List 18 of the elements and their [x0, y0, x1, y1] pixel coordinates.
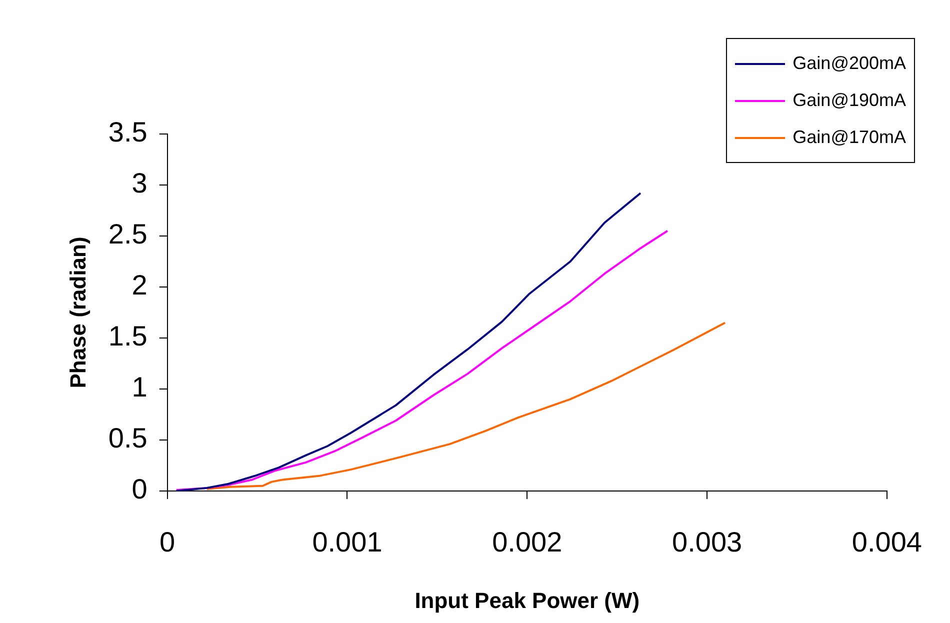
x-axis-title: Input Peak Power (W) — [414, 588, 640, 613]
legend-label: Gain@190mA — [792, 90, 906, 111]
y-tick-label: 2 — [132, 270, 148, 301]
y-tick-label: 3 — [132, 168, 148, 199]
y-tick-label: 0 — [132, 474, 148, 505]
x-tick-label: 0.004 — [852, 526, 922, 558]
x-tick-label: 0.002 — [492, 526, 562, 558]
legend-label: Gain@170mA — [792, 127, 906, 148]
y-tick-label: 1 — [132, 372, 148, 403]
x-tick-label: 0.001 — [312, 526, 382, 558]
y-tick-label: 1.5 — [108, 320, 148, 352]
legend-label: Gain@200mA — [792, 53, 906, 74]
y-tick-label: 2.5 — [108, 218, 148, 250]
y-axis-title: Phase (radian) — [65, 236, 90, 388]
x-tick-label: 0 — [160, 526, 176, 558]
y-tick-label: 3.5 — [108, 116, 148, 148]
y-tick-label: 0.5 — [108, 422, 148, 454]
x-tick-label: 0.003 — [672, 526, 742, 558]
